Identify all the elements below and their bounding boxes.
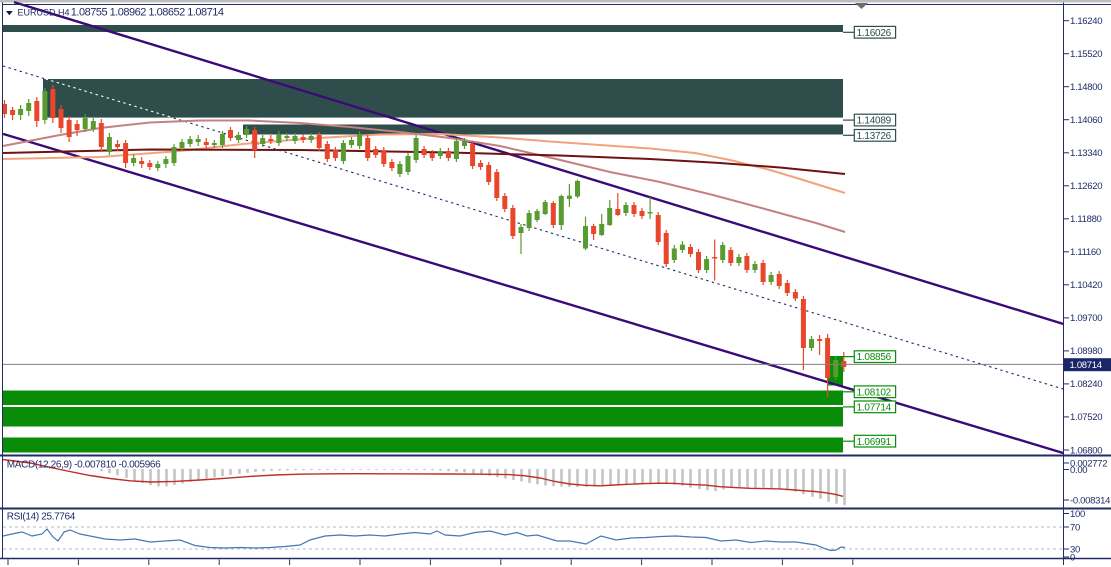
svg-text:1.13340: 1.13340 (1070, 148, 1102, 159)
svg-text:1.16026: 1.16026 (857, 28, 892, 39)
svg-text:1.07714: 1.07714 (857, 403, 892, 414)
svg-text:0.00: 0.00 (1070, 465, 1087, 476)
svg-text:1.11880: 1.11880 (1070, 214, 1102, 225)
svg-text:1.11160: 1.11160 (1070, 247, 1101, 258)
svg-text:1.08102: 1.08102 (857, 387, 892, 398)
svg-text:1.14089: 1.14089 (857, 116, 892, 127)
svg-text:1.06800: 1.06800 (1070, 445, 1102, 456)
svg-text:1.07520: 1.07520 (1070, 412, 1102, 423)
svg-text:1.08240: 1.08240 (1070, 379, 1102, 390)
svg-text:1.14060: 1.14060 (1070, 115, 1102, 126)
svg-text:MACD(12,26,9) -0.007810 -0.005: MACD(12,26,9) -0.007810 -0.005966 (7, 459, 161, 470)
svg-text:1.09700: 1.09700 (1070, 313, 1102, 324)
svg-text:100: 100 (1070, 509, 1085, 520)
svg-text:0.002772: 0.002772 (1070, 458, 1107, 469)
svg-text:1.10420: 1.10420 (1070, 280, 1102, 291)
svg-text:1.14800: 1.14800 (1070, 82, 1102, 93)
svg-text:1.08714: 1.08714 (1070, 360, 1102, 371)
svg-text:RSI(14) 25.7764: RSI(14) 25.7764 (7, 512, 76, 523)
svg-text:EURUSD,H4: EURUSD,H4 (18, 8, 70, 18)
svg-text:70: 70 (1070, 522, 1080, 533)
svg-text:1.08755 1.08962 1.08652 1.0871: 1.08755 1.08962 1.08652 1.08714 (71, 7, 224, 19)
svg-text:1.06991: 1.06991 (857, 437, 892, 448)
svg-text:1.15520: 1.15520 (1070, 49, 1102, 60)
svg-text:1.08856: 1.08856 (857, 352, 892, 363)
svg-text:1.13726: 1.13726 (857, 131, 892, 142)
svg-text:1.08980: 1.08980 (1070, 346, 1102, 357)
svg-text:1.16240: 1.16240 (1070, 16, 1102, 27)
svg-text:1.12620: 1.12620 (1070, 181, 1102, 192)
svg-text:30: 30 (1070, 544, 1080, 555)
svg-text:-0.008314: -0.008314 (1070, 495, 1110, 506)
